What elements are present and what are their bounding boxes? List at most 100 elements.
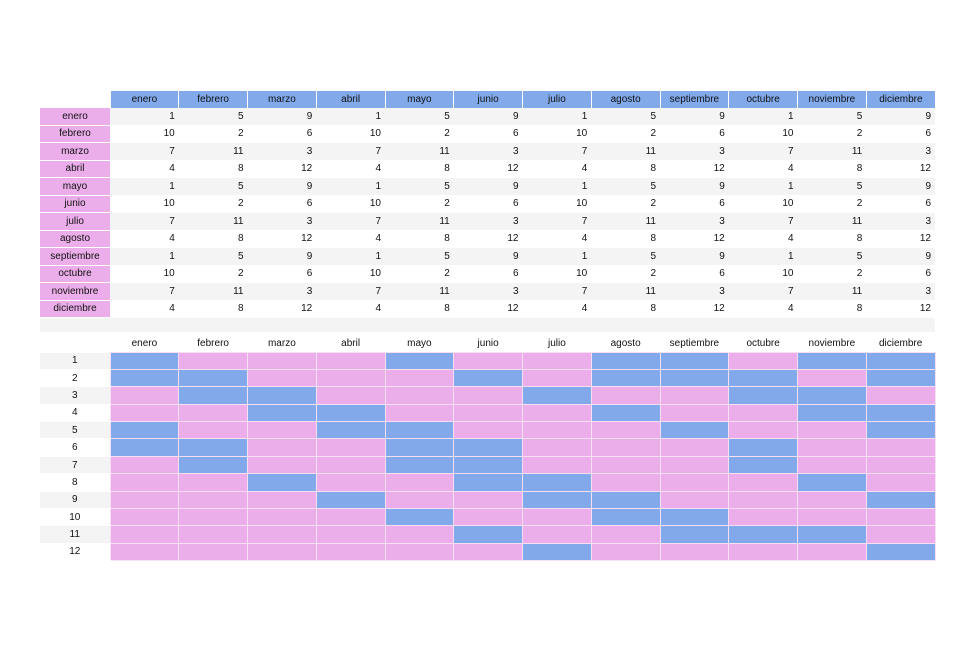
row-header: julio	[40, 212, 110, 231]
blue-cell	[659, 508, 730, 527]
table-cell: 11	[178, 212, 248, 231]
row-number: 10	[40, 508, 110, 527]
pink-cell	[522, 455, 592, 475]
pink-cell	[728, 473, 798, 492]
table-cell: 1	[316, 177, 385, 196]
table-cell: 5	[797, 247, 867, 266]
pink-cell	[865, 386, 936, 405]
table-cell: 6	[660, 125, 729, 143]
table-cell: 4	[522, 160, 592, 178]
blue-cell	[797, 386, 867, 405]
pink-cell	[315, 438, 386, 457]
table-cell: 1	[110, 177, 179, 196]
table-cell: 6	[866, 265, 935, 283]
table-cell: 6	[660, 195, 729, 213]
column-header: diciembre	[865, 91, 935, 108]
grid-row: 10	[40, 508, 936, 527]
table-cell: 6	[660, 265, 729, 283]
table-cell: 4	[522, 230, 592, 248]
table-cell: 2	[385, 195, 454, 213]
pink-cell	[590, 386, 661, 405]
pink-cell	[247, 438, 317, 457]
pink-cell	[797, 542, 867, 562]
blue-cell	[659, 368, 730, 388]
column-header: marzo	[247, 334, 317, 353]
table-cell: 12	[660, 300, 729, 318]
row-number: 2	[40, 369, 110, 388]
spacer-cell	[178, 317, 248, 333]
table-cell: 1	[316, 247, 385, 266]
corner-cell	[40, 334, 110, 353]
pink-cell	[109, 403, 180, 423]
spacer-cell	[40, 317, 110, 333]
bottom-table-body: 1 2 3 4 5 6 7 8 9 10 11 12	[40, 352, 936, 562]
column-header: noviembre	[797, 334, 867, 353]
blue-cell	[384, 455, 455, 475]
pink-cell	[453, 490, 523, 510]
pink-cell	[865, 508, 936, 527]
row-header: febrero	[40, 125, 110, 143]
table-cell: 2	[178, 265, 248, 283]
pink-cell	[384, 368, 455, 388]
table-cell: 9	[866, 108, 935, 126]
table-cell: 12	[866, 160, 935, 178]
table-cell: 8	[591, 230, 660, 248]
blue-cell	[797, 352, 867, 370]
table-cell: 9	[247, 247, 317, 266]
table-row: julio 7 11 3 7 11 3 7 11 3 7 11 3	[40, 212, 935, 231]
table-cell: 7	[316, 282, 385, 301]
pink-cell	[522, 508, 592, 527]
pink-cell	[522, 368, 592, 388]
pink-cell	[247, 368, 317, 388]
blue-cell	[247, 473, 317, 492]
pink-cell	[247, 352, 317, 370]
table-cell: 3	[866, 142, 935, 161]
spacer-cell	[866, 317, 935, 333]
column-header: octubre	[728, 91, 798, 108]
column-header: diciembre	[866, 334, 935, 353]
bottom-header-row: enero febrero marzo abril mayo junio julio agos…	[40, 334, 935, 353]
table-cell: 4	[110, 230, 179, 248]
table-cell: 5	[385, 177, 454, 196]
blue-cell	[384, 352, 455, 370]
column-header: octubre	[728, 334, 798, 353]
table-cell: 9	[453, 247, 523, 266]
blue-cell	[453, 473, 523, 492]
blue-cell	[590, 490, 661, 510]
table-cell: 5	[178, 247, 248, 266]
table-cell: 10	[316, 125, 385, 143]
blue-cell	[659, 525, 730, 544]
table-cell: 10	[522, 195, 592, 213]
blue-cell	[384, 508, 455, 527]
column-header: agosto	[591, 334, 660, 353]
table-cell: 5	[385, 108, 454, 126]
table-row: marzo 7 11 3 7 11 3 7 11 3 7 11 3	[40, 142, 935, 161]
blue-cell	[315, 421, 386, 440]
table-cell: 7	[110, 282, 179, 301]
row-header: agosto	[40, 230, 110, 248]
column-header: febrero	[178, 91, 248, 108]
row-number: 3	[40, 386, 110, 405]
table-cell: 11	[385, 282, 454, 301]
grid-row: 3	[40, 386, 936, 405]
spacer-row	[40, 317, 935, 333]
pink-cell	[109, 525, 180, 544]
blue-cell	[797, 525, 867, 544]
table-cell: 5	[178, 108, 248, 126]
row-header: septiembre	[40, 247, 110, 266]
grid-row: 11	[40, 525, 936, 544]
blue-cell	[522, 473, 592, 492]
pink-cell	[315, 525, 386, 544]
pink-cell	[109, 490, 180, 510]
table-row: mayo 1 5 9 1 5 9 1 5 9 1 5 9	[40, 177, 935, 196]
grid-row: 7	[40, 455, 936, 475]
row-number: 7	[40, 456, 110, 475]
blue-cell	[315, 490, 386, 510]
table-cell: 6	[247, 195, 317, 213]
column-header: agosto	[590, 91, 660, 108]
table-cell: 11	[591, 282, 660, 301]
blue-cell	[728, 438, 798, 457]
table-cell: 3	[660, 142, 729, 161]
pink-cell	[797, 368, 867, 388]
blue-cell	[109, 352, 180, 370]
